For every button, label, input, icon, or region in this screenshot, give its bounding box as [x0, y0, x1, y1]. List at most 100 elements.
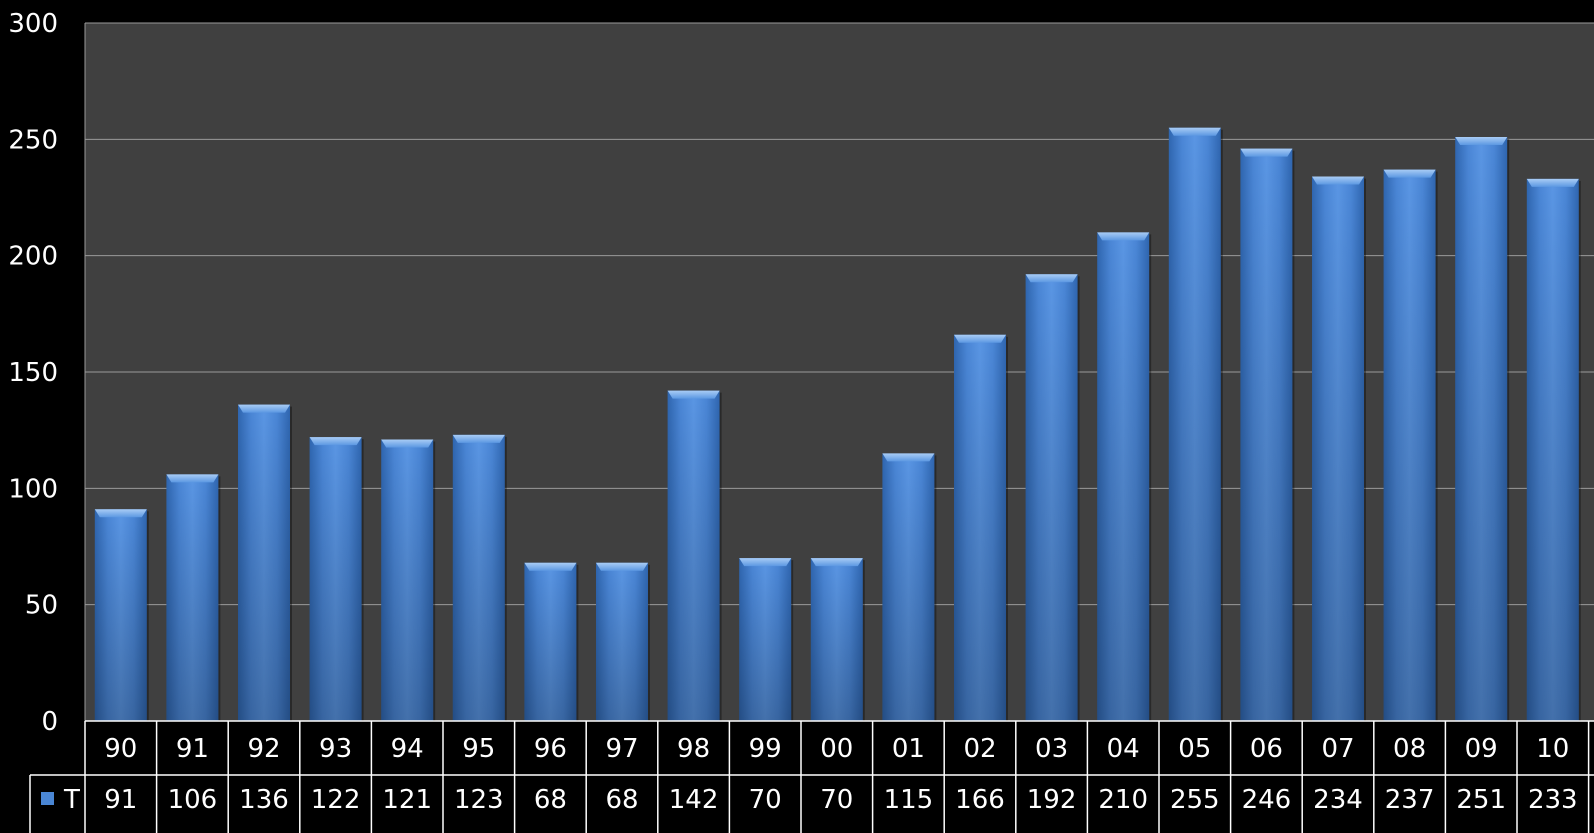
y-tick-label: 150 [8, 358, 58, 388]
bar-09 [1455, 137, 1510, 724]
table-value-00: 70 [820, 785, 853, 815]
bar-94 [381, 439, 436, 723]
bar-shade [309, 437, 362, 721]
bar-97 [596, 562, 650, 723]
bar-99 [739, 558, 794, 723]
table-value-91: 106 [168, 785, 218, 815]
bar-cap [381, 439, 434, 448]
bar-10 [1526, 178, 1581, 724]
table-value-03: 192 [1027, 785, 1077, 815]
category-label-06: 06 [1250, 734, 1283, 764]
bar-02 [954, 334, 1008, 723]
table-value-98: 142 [669, 785, 719, 815]
table-value-95: 123 [454, 785, 504, 815]
bar-cap [1168, 127, 1221, 136]
bar-cap [166, 474, 219, 483]
bar-95 [452, 434, 507, 723]
bar-cap [524, 562, 577, 571]
bar-01 [882, 453, 937, 723]
category-label-05: 05 [1178, 734, 1211, 764]
bar-cap [238, 404, 290, 413]
bar-90 [94, 509, 149, 723]
y-tick-label: 0 [41, 707, 58, 737]
table-value-97: 68 [605, 785, 638, 815]
table-value-04: 210 [1098, 785, 1148, 815]
bar-98 [667, 390, 722, 723]
table-value-96: 68 [534, 785, 567, 815]
bar-shade [1455, 137, 1508, 722]
category-label-93: 93 [319, 734, 352, 764]
category-label-90: 90 [104, 734, 137, 764]
bar-shade [1312, 176, 1364, 721]
bar-cap [1383, 169, 1436, 178]
y-tick-label: 250 [8, 125, 58, 155]
bar-92 [238, 404, 292, 723]
table-value-09: 251 [1456, 785, 1506, 815]
bar-shade [1025, 274, 1078, 721]
category-label-07: 07 [1321, 734, 1354, 764]
category-label-09: 09 [1465, 734, 1498, 764]
data-table: 90 91 92 93 94 95 96 97 98 99 00 01 02 03 04 05 06 07 08 09… [29, 720, 1594, 833]
category-label-03: 03 [1035, 734, 1068, 764]
bar-08 [1383, 169, 1438, 723]
bar-04 [1097, 232, 1152, 723]
y-tick-label: 300 [8, 9, 58, 39]
bar-91 [166, 474, 221, 723]
bar-06 [1240, 148, 1295, 723]
category-label-97: 97 [605, 734, 638, 764]
bar-shade [1383, 169, 1436, 721]
bar-shade [1097, 232, 1150, 721]
bar-shade [238, 404, 290, 721]
table-value-01: 115 [884, 785, 934, 815]
category-label-96: 96 [534, 734, 567, 764]
bar-shade [1168, 127, 1221, 721]
category-label-92: 92 [247, 734, 280, 764]
bar-cap [452, 434, 505, 443]
table-value-10: 233 [1528, 785, 1578, 815]
category-label-01: 01 [892, 734, 925, 764]
bar-shade [1240, 148, 1293, 721]
category-label-99: 99 [749, 734, 782, 764]
category-label-10: 10 [1536, 734, 1569, 764]
category-label-91: 91 [176, 734, 209, 764]
bar-cap [667, 390, 720, 399]
table-value-90: 91 [104, 785, 137, 815]
bar-cap [882, 453, 935, 462]
bar-05 [1168, 127, 1223, 723]
bar-cap [954, 334, 1006, 343]
table-value-99: 70 [749, 785, 782, 815]
legend-series-name: T [63, 785, 80, 815]
legend-swatch [41, 792, 54, 805]
bar-cap [309, 437, 362, 446]
bar-shade [810, 558, 863, 721]
bar-cap [1312, 176, 1364, 185]
bar-cap [596, 562, 648, 571]
bar-shade [452, 434, 505, 721]
bar-03 [1025, 274, 1080, 723]
table-value-94: 121 [382, 785, 432, 815]
bar-shade [166, 474, 219, 721]
bar-cap [1526, 178, 1579, 187]
bar-cap [1240, 148, 1293, 157]
bar-cap [1025, 274, 1078, 283]
table-value-06: 246 [1242, 785, 1292, 815]
bar-shade [667, 390, 720, 721]
bar-shade [524, 562, 577, 721]
y-tick-label: 50 [25, 591, 58, 621]
category-label-08: 08 [1393, 734, 1426, 764]
category-label-94: 94 [391, 734, 424, 764]
category-label-02: 02 [963, 734, 996, 764]
y-tick-label: 100 [8, 474, 58, 504]
table-value-07: 234 [1313, 785, 1363, 815]
table-value-02: 166 [955, 785, 1005, 815]
bar-cap [1455, 137, 1508, 146]
category-label-00: 00 [820, 734, 853, 764]
bar-cap [94, 509, 147, 518]
bar-shade [596, 562, 648, 721]
bar-shade [882, 453, 935, 721]
table-value-93: 122 [311, 785, 361, 815]
y-axis: 0 50 100 150 200 250 300 [8, 9, 86, 737]
bar-93 [309, 437, 364, 723]
bar-cap [1097, 232, 1150, 241]
